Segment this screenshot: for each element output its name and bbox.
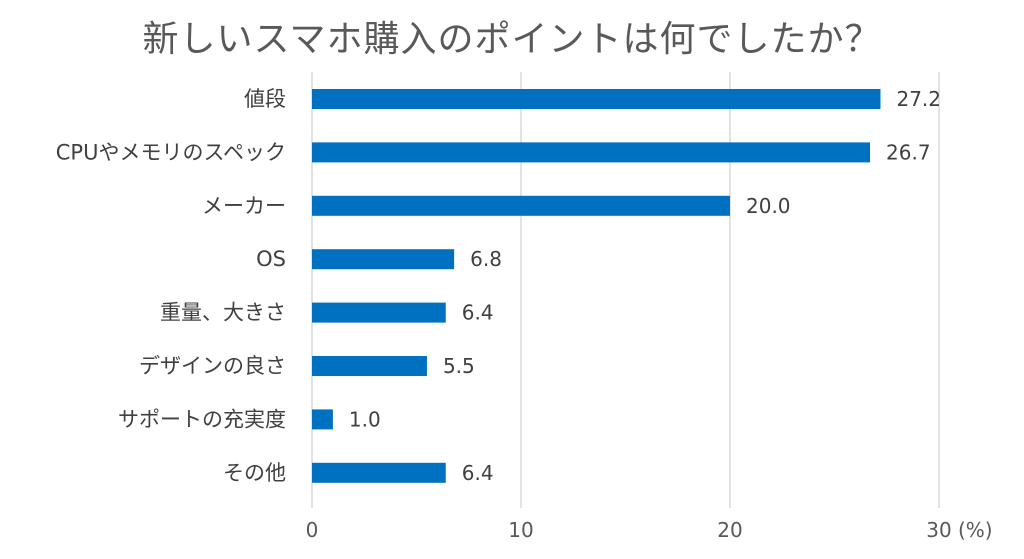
chart-title: 新しいスマホ購入のポイントは何でしたか？: [142, 19, 882, 60]
value-label: 5.5: [443, 354, 475, 378]
bar: [312, 462, 446, 483]
value-label: 20.0: [746, 194, 791, 218]
bar: [312, 89, 881, 109]
value-label: 6.8: [470, 247, 502, 271]
category-label: サポートの充実度: [118, 407, 286, 431]
x-tick-label: 0: [306, 518, 319, 542]
value-label: 1.0: [349, 407, 381, 431]
x-tick-label: 30: [926, 518, 951, 542]
x-tick-label: 20: [717, 518, 742, 542]
category-label: その他: [223, 461, 286, 485]
category-label: OS: [256, 247, 286, 271]
category-label: 重量、大きさ: [160, 301, 286, 325]
gridlines: [311, 72, 940, 508]
value-label: 6.4: [462, 461, 494, 485]
value-label: 6.4: [462, 301, 494, 325]
bar: [312, 195, 730, 216]
category-label: CPUやメモリのスペック: [56, 140, 286, 164]
value-label: 26.7: [886, 140, 931, 164]
bar: [312, 409, 333, 430]
bar: [312, 142, 871, 163]
category-label: 値段: [244, 87, 286, 111]
value-label: 27.2: [896, 87, 941, 111]
labels: 0 10 20 30 値段 27.2 CPUやメモリのスペック 26.7 メーカー 20.0 OS 6…: [56, 87, 952, 542]
category-label: メーカー: [202, 194, 286, 218]
bar: [312, 249, 455, 270]
bar: [312, 356, 427, 376]
category-label: デザインの良さ: [139, 354, 286, 378]
x-tick-label: 10: [508, 518, 533, 542]
unit-label: (%): [958, 518, 993, 542]
bar: [312, 302, 446, 323]
bars: [312, 89, 881, 483]
